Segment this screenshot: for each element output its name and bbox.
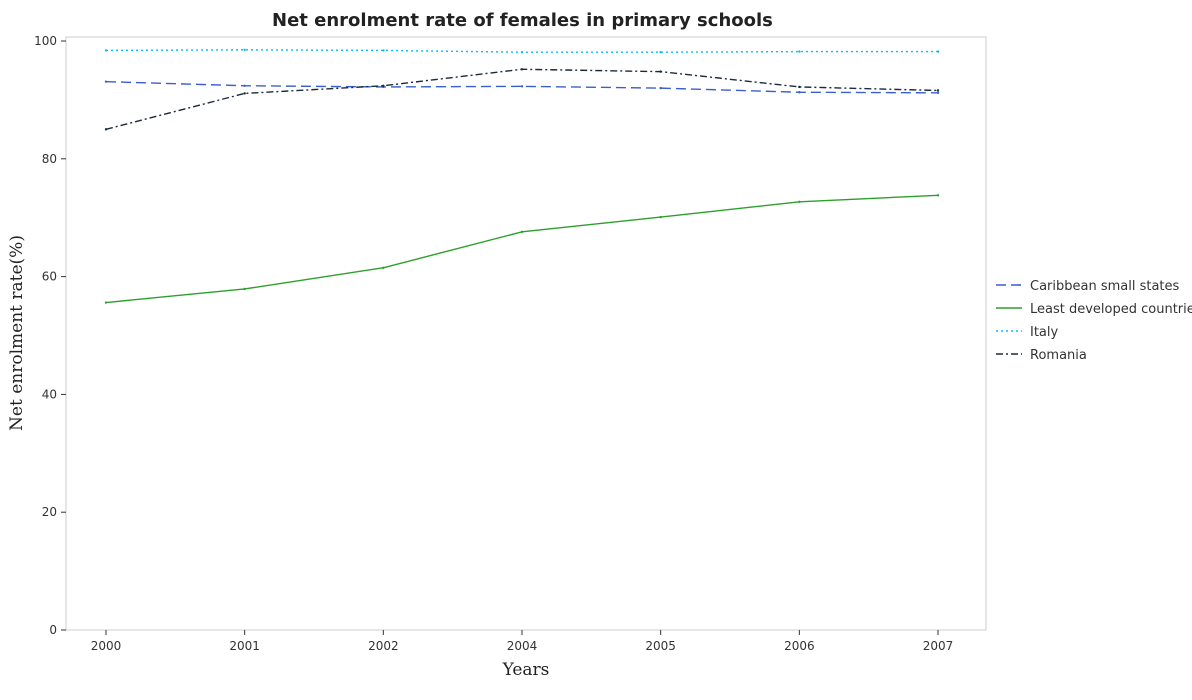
data-point (104, 80, 108, 83)
data-point (936, 89, 940, 92)
data-point (382, 84, 385, 87)
legend-label: Italy (1030, 325, 1059, 340)
data-point (798, 50, 801, 53)
data-point (243, 92, 246, 95)
data-point (936, 91, 940, 95)
y-axis-ticks: 0 20 40 60 80 100 (34, 34, 66, 637)
x-tick-label: 2007 (923, 639, 954, 653)
data-point (659, 70, 662, 73)
data-point (520, 85, 524, 88)
data-point (659, 215, 662, 219)
data-point (798, 85, 801, 89)
data-point (104, 49, 108, 52)
plot-area (65, 36, 987, 631)
data-point (104, 301, 108, 304)
y-tick-label: 0 (49, 623, 57, 637)
data-point (798, 200, 801, 203)
y-tick-label: 60 (42, 270, 57, 284)
data-point (104, 128, 108, 131)
legend-label: Romania (1030, 348, 1087, 363)
data-point (936, 50, 940, 53)
y-tick-label: 40 (42, 387, 57, 401)
data-point (520, 50, 524, 54)
x-axis-ticks: 2000 2001 2002 2004 2005 2006 2007 (91, 630, 954, 653)
x-tick-label: 2004 (507, 639, 538, 653)
y-tick-label: 80 (42, 152, 57, 166)
data-point (659, 86, 662, 90)
data-point (382, 49, 385, 52)
x-tick-label: 2001 (229, 639, 260, 653)
data-point (243, 84, 246, 87)
series-lines (104, 48, 940, 304)
data-point (659, 50, 662, 54)
x-tick-label: 2006 (784, 639, 815, 653)
data-point (936, 194, 940, 197)
y-tick-label: 20 (42, 505, 57, 519)
legend-label: Caribbean small states (1030, 279, 1180, 294)
y-tick-label: 100 (34, 34, 57, 48)
x-tick-label: 2005 (645, 639, 676, 653)
data-point (243, 48, 246, 52)
data-point (382, 266, 385, 269)
x-tick-label: 2000 (91, 639, 122, 653)
legend: Caribbean small states Least developed co… (996, 279, 1192, 363)
data-point (520, 68, 524, 71)
x-tick-label: 2002 (368, 639, 399, 653)
data-point (243, 287, 246, 291)
data-point (520, 230, 524, 234)
legend-label: Least developed countries (1030, 302, 1192, 317)
chart-title: Net enrolment rate of females in primary… (272, 10, 773, 31)
x-axis-label: Years (502, 660, 550, 680)
data-point (798, 91, 801, 94)
y-axis-label: Net enrolment rate(%) (7, 235, 27, 431)
